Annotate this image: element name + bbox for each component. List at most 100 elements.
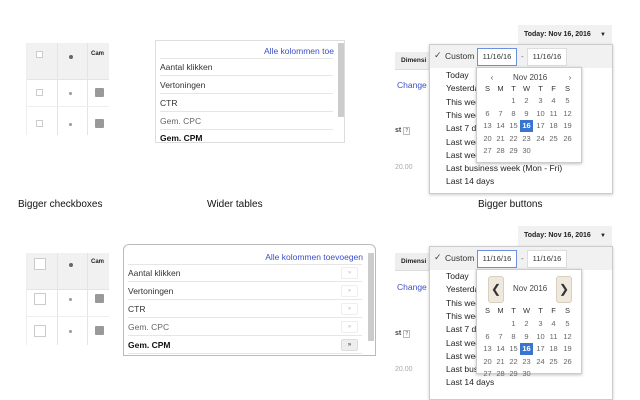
- preset-option[interactable]: Last wee: [446, 149, 481, 160]
- add-column-button[interactable]: »: [341, 303, 358, 315]
- calendar-day[interactable]: 25: [549, 356, 558, 366]
- row-checkbox[interactable]: [34, 325, 46, 337]
- calendar-day[interactable]: 10: [536, 108, 545, 118]
- calendar-day[interactable]: 29: [509, 369, 518, 378]
- preset-option[interactable]: Last 14 days: [446, 176, 495, 187]
- calendar-day[interactable]: 29: [509, 146, 518, 155]
- change-link[interactable]: Change I: [397, 80, 432, 90]
- calendar-day[interactable]: 3: [538, 96, 543, 105]
- add-column-button[interactable]: »: [341, 321, 358, 333]
- change-link[interactable]: Change I: [397, 282, 432, 292]
- calendar-day[interactable]: 6: [485, 331, 490, 341]
- calendar-day[interactable]: 11: [549, 108, 558, 118]
- column-item[interactable]: CTR »: [128, 300, 362, 318]
- calendar-day[interactable]: 15: [509, 344, 518, 353]
- calendar-day[interactable]: 20: [483, 133, 492, 143]
- preset-option[interactable]: Yesterda: [446, 83, 480, 94]
- prev-month-button[interactable]: ❮: [488, 276, 504, 303]
- column-item[interactable]: Vertoningen »: [128, 282, 362, 300]
- scrollbar[interactable]: [368, 253, 374, 341]
- row-checkbox[interactable]: [36, 89, 43, 96]
- calendar-day[interactable]: 20: [483, 356, 492, 366]
- calendar-day[interactable]: 24: [536, 356, 545, 366]
- select-all-checkbox[interactable]: [36, 51, 43, 58]
- calendar-day[interactable]: 6: [485, 108, 490, 118]
- calendar-day[interactable]: 13: [483, 121, 492, 130]
- calendar-day[interactable]: 2: [524, 319, 529, 328]
- calendar-day[interactable]: 7: [498, 108, 503, 118]
- add-all-columns-link[interactable]: Alle kolommen toe: [264, 46, 334, 56]
- end-date-input[interactable]: 11/16/16: [527, 48, 567, 66]
- end-date-input[interactable]: 11/16/16: [527, 250, 567, 268]
- calendar-day[interactable]: 4: [551, 96, 556, 105]
- preset-option[interactable]: Last wee: [446, 350, 481, 361]
- preset-option[interactable]: This wee: [446, 96, 481, 107]
- custom-row[interactable]: ✓ Custom 11/16/16 - 11/16/16: [430, 247, 612, 270]
- help-icon[interactable]: ?: [403, 330, 411, 338]
- preset-option[interactable]: This wee: [446, 310, 481, 321]
- calendar-day[interactable]: 19: [563, 344, 572, 353]
- calendar-day[interactable]: 23: [522, 133, 531, 143]
- date-range-button[interactable]: Today: Nov 16, 2016 ▼: [518, 25, 612, 45]
- calendar-day[interactable]: 5: [565, 319, 570, 328]
- add-column-button[interactable]: »: [341, 285, 358, 297]
- custom-row[interactable]: ✓ Custom 11/16/16 - 11/16/16: [430, 45, 612, 68]
- column-item[interactable]: Gem. CPC: [160, 112, 333, 130]
- preset-option[interactable]: Last wee: [446, 337, 481, 348]
- calendar-day[interactable]: 5: [565, 96, 570, 105]
- preset-option[interactable]: This wee: [446, 297, 481, 308]
- calendar-day[interactable]: 14: [496, 121, 505, 130]
- calendar-day[interactable]: 12: [563, 108, 572, 118]
- preset-option[interactable]: Last business week (Mon - Fri): [446, 163, 563, 174]
- calendar-day[interactable]: 26: [563, 356, 572, 366]
- add-column-button[interactable]: »: [341, 339, 358, 351]
- row-checkbox[interactable]: [34, 293, 46, 305]
- calendar-day[interactable]: 18: [549, 121, 558, 130]
- preset-option[interactable]: Yesterda: [446, 284, 480, 295]
- preset-option[interactable]: Last bus: [446, 364, 479, 375]
- calendar-day[interactable]: 24: [536, 133, 545, 143]
- calendar-day[interactable]: 19: [563, 121, 572, 130]
- column-item[interactable]: Gem. CPM: [160, 133, 203, 143]
- column-item[interactable]: Aantal klikken »: [128, 264, 362, 282]
- add-all-columns-link[interactable]: Alle kolommen toevoegen: [265, 252, 363, 262]
- calendar-day[interactable]: 1: [511, 96, 516, 105]
- calendar-day[interactable]: 11: [549, 331, 558, 341]
- select-all-checkbox[interactable]: [34, 258, 46, 270]
- calendar-day[interactable]: 28: [496, 146, 505, 155]
- calendar-day[interactable]: 3: [538, 319, 543, 328]
- calendar-day[interactable]: 10: [536, 331, 545, 341]
- calendar-day[interactable]: 4: [551, 319, 556, 328]
- calendar-day[interactable]: 2: [524, 96, 529, 105]
- prev-month-button[interactable]: ‹: [490, 73, 494, 82]
- calendar-day[interactable]: 30: [522, 369, 531, 378]
- start-date-input[interactable]: 11/16/16: [477, 48, 517, 66]
- calendar-day[interactable]: 28: [496, 369, 505, 378]
- calendar-day[interactable]: 15: [509, 121, 518, 130]
- calendar-day[interactable]: 25: [549, 133, 558, 143]
- row-checkbox[interactable]: [36, 120, 43, 127]
- next-month-button[interactable]: ›: [568, 73, 572, 82]
- calendar-day[interactable]: 23: [522, 356, 531, 366]
- calendar-day[interactable]: 14: [496, 344, 505, 353]
- calendar-day[interactable]: 26: [563, 133, 572, 143]
- scrollbar[interactable]: [338, 43, 344, 117]
- calendar-day[interactable]: 1: [511, 319, 516, 328]
- calendar-day[interactable]: 13: [483, 344, 492, 353]
- dimensions-tab[interactable]: Dimensi: [395, 253, 431, 271]
- calendar-day[interactable]: 17: [536, 121, 545, 130]
- column-item[interactable]: Aantal klikken: [160, 58, 333, 76]
- calendar-day[interactable]: 22: [509, 133, 518, 143]
- calendar-day[interactable]: 17: [536, 344, 545, 353]
- start-date-input[interactable]: 11/16/16: [477, 250, 517, 268]
- preset-option[interactable]: Today: [446, 70, 469, 80]
- calendar-day[interactable]: 27: [483, 146, 492, 155]
- preset-option[interactable]: Last wee: [446, 136, 481, 147]
- preset-option[interactable]: Last 7 da: [446, 123, 481, 134]
- calendar-day[interactable]: 8: [511, 108, 516, 118]
- preset-option[interactable]: Today: [446, 271, 469, 281]
- calendar-day[interactable]: 9: [524, 331, 529, 341]
- date-range-button[interactable]: Today: Nov 16, 2016 ▼: [518, 226, 612, 246]
- preset-option[interactable]: This wee: [446, 109, 481, 120]
- calendar-day[interactable]: 7: [498, 331, 503, 341]
